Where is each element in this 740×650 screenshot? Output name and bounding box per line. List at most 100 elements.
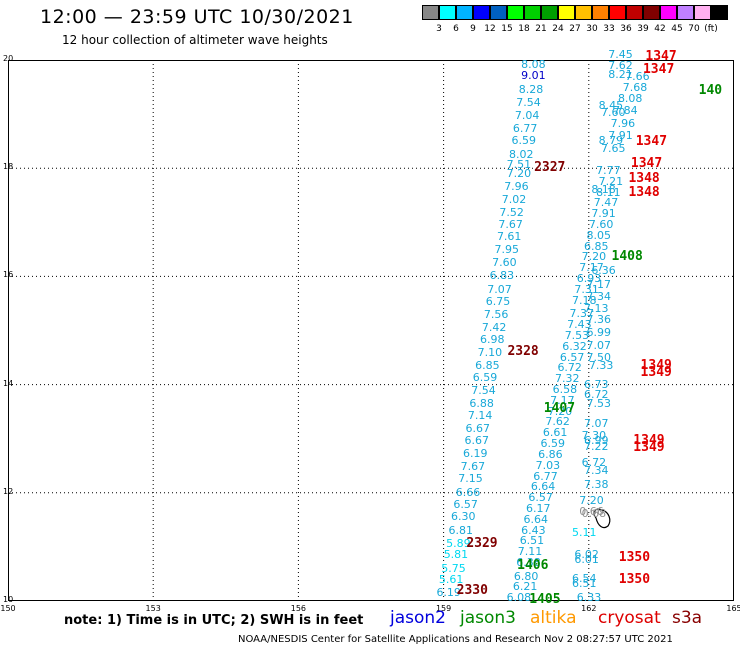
pass-number: 1349 bbox=[633, 440, 665, 456]
legend-label: 3 bbox=[436, 24, 442, 34]
legend-label: 39 bbox=[637, 24, 649, 34]
wave-height-value: 0.66 bbox=[579, 504, 604, 518]
y-tick-label: 18 bbox=[3, 162, 14, 172]
wave-height-map bbox=[8, 60, 734, 601]
wave-height-value: 7.02 bbox=[501, 192, 527, 206]
wave-height-value: 7.14 bbox=[467, 408, 493, 422]
wave-height-value: 6.01 bbox=[574, 553, 599, 567]
wave-height-value: 7.17 bbox=[579, 261, 604, 275]
wave-height-value: 6.19 bbox=[463, 446, 488, 460]
wave-height-value: 6.98 bbox=[480, 333, 505, 347]
wave-height-value: 7.96 bbox=[610, 116, 636, 130]
y-tick-label: 20 bbox=[3, 54, 14, 63]
wave-height-value: 7.65 bbox=[601, 142, 626, 156]
wave-height-value: 7.61 bbox=[496, 230, 522, 244]
x-tick-label: 159 bbox=[435, 604, 452, 613]
wave-height-value: 7.03 bbox=[535, 458, 561, 472]
wave-height-value: 7.45 bbox=[608, 47, 633, 61]
wave-height-value: 7.42 bbox=[481, 320, 507, 334]
wave-height-value: 7.11 bbox=[517, 545, 543, 559]
wave-height-value: 6.02 bbox=[574, 548, 599, 561]
wave-height-value: 6.59 bbox=[511, 134, 536, 148]
wave-height-value: 7.67 bbox=[498, 218, 523, 231]
wave-height-value: 7.10 bbox=[477, 346, 503, 360]
pass-number: 2329 bbox=[466, 536, 498, 552]
wave-height-value: 6.61 bbox=[542, 426, 568, 440]
wave-height-value: 6.19 bbox=[436, 585, 461, 599]
wave-height-value: 7.20 bbox=[547, 404, 573, 418]
pass-number: 1347 bbox=[635, 134, 668, 150]
wave-height-value: 6.83 bbox=[489, 269, 515, 283]
legend-swatch bbox=[541, 5, 558, 20]
wave-height-value: 7.15 bbox=[458, 472, 483, 486]
wave-height-value: 6.72 bbox=[581, 456, 607, 470]
wave-height-value: 7.77 bbox=[596, 163, 621, 177]
wave-height-value: 9.01 bbox=[521, 69, 546, 83]
wave-height-value: 6.08 bbox=[506, 591, 532, 605]
satellite-name: jason2 bbox=[390, 608, 446, 628]
wave-height-value: 7.31 bbox=[574, 282, 599, 296]
wave-height-value: 6.72 bbox=[584, 388, 609, 402]
wave-height-value: 6.59 bbox=[472, 371, 498, 385]
wave-height-value: 8.08 bbox=[617, 91, 643, 105]
pass-number: 2330 bbox=[456, 583, 488, 599]
wave-height-value: 7.52 bbox=[499, 205, 524, 219]
pass-number: 1348 bbox=[628, 171, 660, 187]
wave-height-value: 7.95 bbox=[494, 243, 520, 257]
pass-number: 1406 bbox=[517, 557, 549, 573]
legend-label: 12 bbox=[484, 24, 496, 34]
wave-height-value: 7.62 bbox=[545, 415, 570, 429]
legend-swatch bbox=[439, 5, 456, 20]
wave-height-value: 7.68 bbox=[622, 81, 648, 95]
pass-number: 1407 bbox=[543, 400, 576, 416]
x-tick-label: 162 bbox=[581, 604, 597, 613]
legend-label: 45 bbox=[671, 24, 683, 34]
x-tick-label: 156 bbox=[290, 604, 307, 613]
wave-height-value: 6.64 bbox=[530, 480, 556, 494]
map-title: 12:00 — 23:59 UTC 10/30/2021 bbox=[40, 6, 354, 28]
legend-label: 15 bbox=[501, 24, 513, 34]
legend-label: 18 bbox=[518, 24, 530, 34]
pass-number: 1347 bbox=[642, 61, 675, 77]
legend-swatch bbox=[592, 5, 609, 20]
legend-swatch bbox=[507, 5, 524, 20]
wave-height-value: 7.34 bbox=[584, 464, 609, 478]
legend-label: 27 bbox=[569, 24, 581, 34]
wave-height-value: 6.81 bbox=[448, 523, 474, 537]
wave-height-value: 7.17 bbox=[586, 277, 611, 291]
map-subtitle: 12 hour collection of altimeter wave hei… bbox=[62, 33, 328, 47]
wave-height-value: 6.72 bbox=[557, 361, 582, 375]
y-tick-label: 10 bbox=[3, 595, 14, 604]
credit-line: NOAA/NESDIS Center for Satellite Applica… bbox=[238, 634, 673, 645]
wave-height-value: 8.05 bbox=[586, 228, 611, 242]
y-tick-label: 12 bbox=[3, 486, 14, 496]
wave-height-value: 5.89 bbox=[446, 537, 471, 551]
wave-height-value: 6.30 bbox=[450, 510, 476, 524]
wave-height-value: 7.53 bbox=[564, 328, 590, 342]
legend-swatch bbox=[473, 5, 490, 20]
wave-height-value: 6.99 bbox=[586, 326, 611, 340]
wave-height-value: 7.30 bbox=[581, 428, 607, 442]
pass-number: 2327 bbox=[534, 160, 566, 176]
wave-height-value: 7.53 bbox=[586, 396, 611, 410]
footnote: note: 1) Time is in UTC; 2) SWH is in fe… bbox=[64, 613, 364, 628]
wave-height-value: 5.11 bbox=[571, 526, 597, 540]
wave-height-value: 5.61 bbox=[438, 573, 464, 587]
wave-height-value: 8.28 bbox=[518, 82, 544, 96]
wave-height-value: 6.43 bbox=[521, 523, 546, 537]
pass-number: 140 bbox=[698, 83, 723, 99]
wave-height-value: 7.51 bbox=[506, 158, 532, 172]
wave-height-value: 7.62 bbox=[608, 59, 633, 73]
wave-height-value: 7.50 bbox=[586, 350, 611, 364]
wave-height-value: 7.36 bbox=[586, 312, 611, 326]
wave-height-value: 6.85 bbox=[584, 239, 609, 253]
wave-height-value: 6.93 bbox=[576, 272, 602, 286]
map-frame bbox=[8, 60, 734, 601]
island-outline bbox=[593, 508, 611, 529]
x-tick-label: 153 bbox=[145, 604, 161, 613]
wave-height-value: 7.56 bbox=[483, 308, 509, 322]
wave-height-value: 5.81 bbox=[443, 548, 469, 561]
satellite-name: cryosat bbox=[598, 608, 661, 628]
wave-height-value: 7.20 bbox=[506, 166, 532, 180]
wave-height-value: 7.07 bbox=[487, 282, 512, 296]
